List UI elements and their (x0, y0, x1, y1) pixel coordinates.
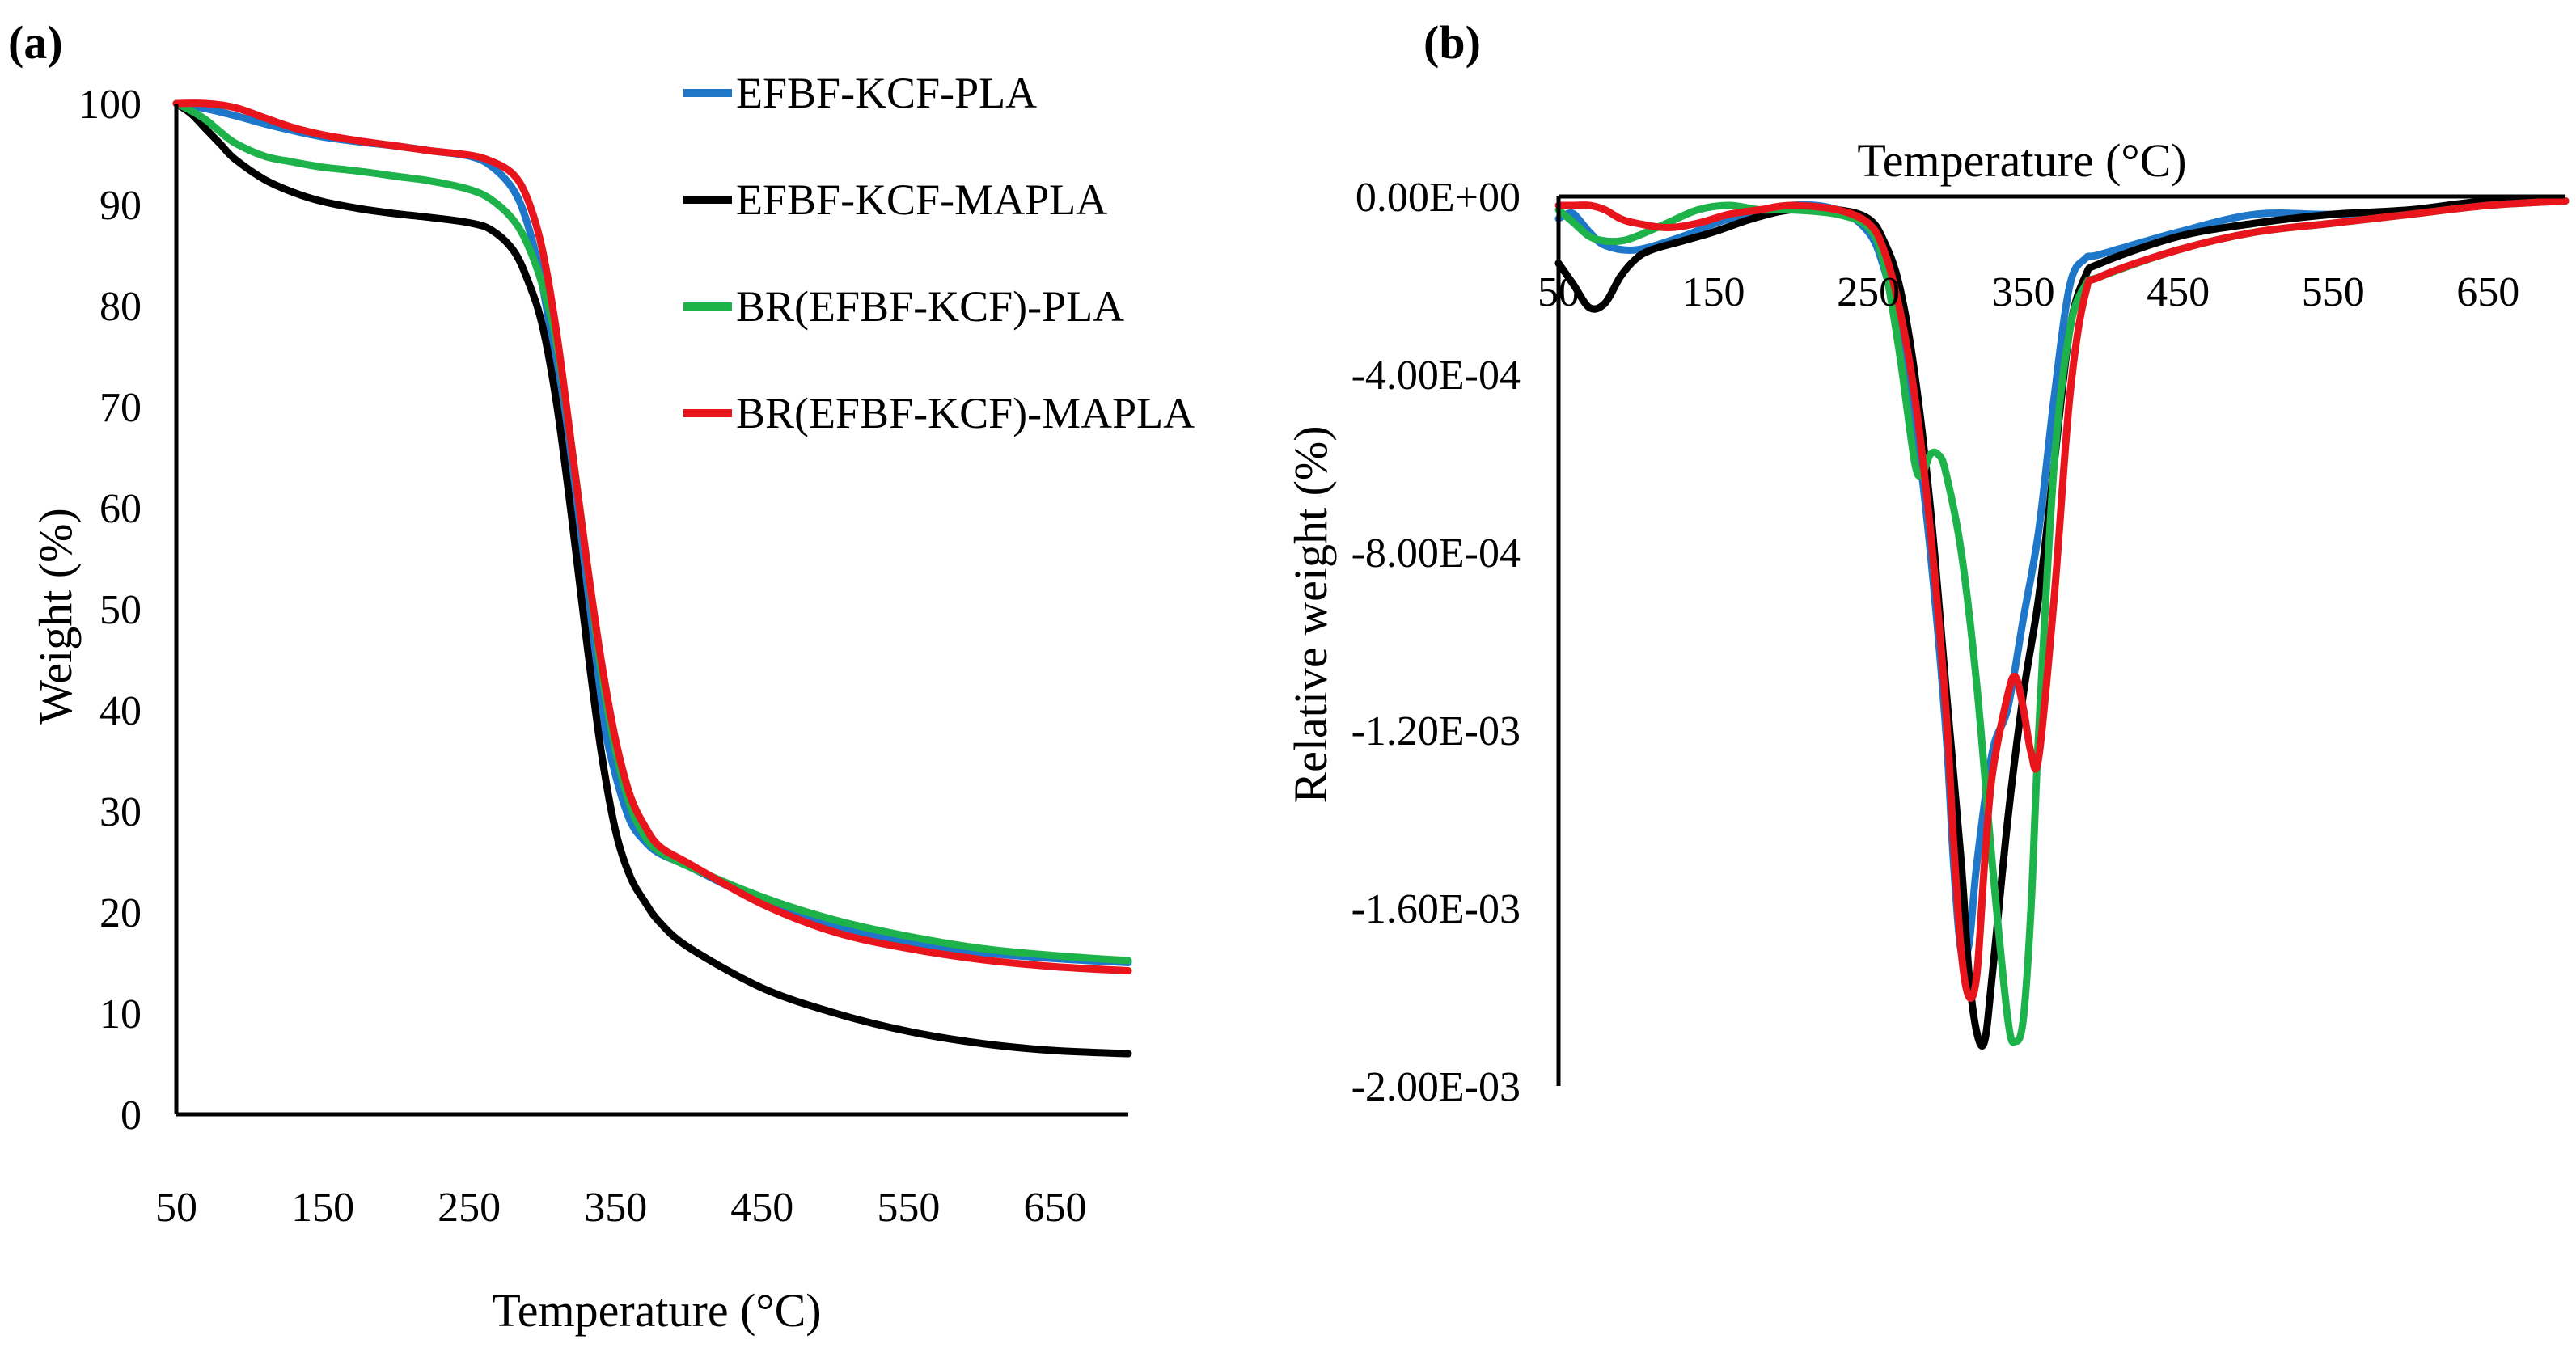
panel-a-x-tick-label: 250 (438, 1185, 501, 1231)
panel-a-x-axis-title: Temperature (°C) (492, 1284, 821, 1337)
panel-a-legend-label-2: EFBF-KCF-MAPLA (736, 175, 1107, 224)
panel-a-y-tick-label: 0 (121, 1092, 142, 1139)
panel-b-y-tick-label: -1.60E-03 (1351, 886, 1521, 932)
panel-a-y-axis-title: Weight (%) (29, 508, 82, 725)
panel-b-x-tick-label: 550 (2302, 269, 2365, 315)
panel-b-series-line-2 (1554, 196, 2570, 1050)
panel-b-y-tick-label: -2.00E-03 (1351, 1064, 1521, 1110)
panel-b-label: (b) (1423, 16, 1481, 69)
panel-b-series-group (1554, 196, 2570, 1050)
panel-a-x-tick-label: 150 (291, 1185, 354, 1231)
panel-b-x-tick-label: 450 (2147, 269, 2210, 315)
panel-a-y-tick-label: 30 (99, 789, 142, 835)
panel-a-y-tick-label: 20 (99, 890, 142, 936)
panel-a-x-tick-label: 450 (730, 1185, 793, 1231)
panel-b-x-tick-label: 50 (1538, 269, 1580, 315)
panel-a-label: (a) (8, 16, 63, 69)
panel-a-x-tick-label: 550 (877, 1185, 940, 1231)
panel-a-x-tick-label: 650 (1023, 1185, 1086, 1231)
panel-a-y-tick-label: 90 (99, 183, 142, 229)
panel-a-y-tick-label: 100 (78, 82, 142, 128)
panel-a-y-tick-label: 70 (99, 385, 142, 431)
panel-a-legend-label-4: BR(EFBF-KCF)-MAPLA (736, 389, 1195, 437)
panel-b-x-tick-label: 150 (1682, 269, 1745, 315)
panel-b-y-tick-label: -1.20E-03 (1351, 708, 1521, 754)
panel-a-x-tick-label: 50 (155, 1185, 197, 1231)
panel-a-legend: EFBF-KCF-PLA EFBF-KCF-MAPLA BR(EFBF-KCF)-P… (683, 69, 1195, 437)
panel-a-series-line-2 (172, 99, 1132, 1058)
panel-b-x-tick-label: 650 (2456, 269, 2519, 315)
panel-b-x-tick-label: 250 (1837, 269, 1900, 315)
panel-b-y-tick-label: 0.00E+00 (1356, 175, 1521, 221)
panel-b-y-axis-title: Relative weight (%) (1284, 425, 1337, 803)
panel-a-chart: (a) 0 10 20 30 40 50 60 70 80 90 100 50 150 250 350 45… (8, 16, 1195, 1337)
panel-b-series-line-4 (1554, 197, 2570, 1003)
panel-b-x-axis-title: Temperature (°C) (1857, 134, 2186, 187)
panel-b-x-ticks: 50 150 250 350 450 550 650 (1538, 269, 2519, 315)
panel-b-y-ticks: 0.00E+00 -4.00E-04 -8.00E-04 -1.20E-03 -1.60… (1351, 175, 1521, 1110)
panel-a-series-line-4 (172, 99, 1132, 974)
panel-a-x-tick-label: 350 (584, 1185, 647, 1231)
panel-b-y-tick-label: -4.00E-04 (1351, 353, 1521, 399)
panel-b-x-tick-label: 350 (1992, 269, 2055, 315)
panel-a-y-tick-label: 40 (99, 688, 142, 734)
panel-a-legend-label-3: BR(EFBF-KCF)-PLA (736, 282, 1124, 331)
panel-a-y-tick-label: 80 (99, 284, 142, 330)
panel-a-y-tick-label: 60 (99, 486, 142, 532)
panel-b-chart: (b) 0.00E+00 -4.00E-04 -8.00E-04 -1.20E-03 -… (1284, 16, 2570, 1110)
panel-a-y-tick-label: 10 (99, 991, 142, 1037)
panel-a-x-ticks: 50 150 250 350 450 550 650 (155, 1185, 1086, 1231)
panel-a-series-group (172, 99, 1132, 1058)
panel-a-y-ticks: 0 10 20 30 40 50 60 70 80 90 100 (78, 82, 142, 1139)
panel-a-legend-label-1: EFBF-KCF-PLA (736, 69, 1037, 117)
panel-b-y-tick-label: -8.00E-04 (1351, 530, 1521, 577)
panel-a-y-tick-label: 50 (99, 587, 142, 633)
